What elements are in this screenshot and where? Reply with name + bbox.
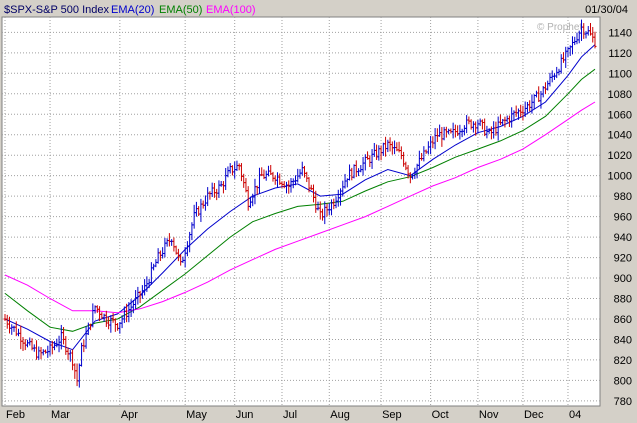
y-tick-label: 780 (614, 396, 632, 408)
plot-area (1, 16, 601, 407)
y-tick-label: 1060 (608, 109, 632, 121)
x-tick-label: Mar (51, 409, 70, 421)
y-tick-label: 800 (614, 375, 632, 387)
legend-ema20: EMA(20) (111, 4, 154, 16)
y-tick-label: 1020 (608, 150, 632, 162)
date-label: 01/30/04 (585, 4, 628, 16)
y-tick-label: 900 (614, 273, 632, 285)
y-tick-label: 960 (614, 212, 632, 224)
legend-ema50: EMA(50) (159, 4, 202, 16)
y-tick-label: 1100 (608, 68, 632, 80)
x-tick-label: Nov (479, 409, 499, 421)
y-tick-label: 820 (614, 355, 632, 367)
price-bar (593, 31, 597, 49)
symbol-label: $SPX-S&P 500 Index (4, 4, 109, 16)
x-tick-label: Oct (432, 409, 449, 421)
watermark: © Prophet (537, 22, 582, 33)
y-tick-label: 1140 (608, 27, 632, 39)
x-tick-label: Aug (330, 409, 350, 421)
y-axis: 780 800 820 840 860 880 900 920 940 960 980 1000 102… (608, 27, 632, 408)
y-tick-label: 940 (614, 232, 632, 244)
x-tick-label: Dec (524, 409, 544, 421)
y-tick-label: 840 (614, 334, 632, 346)
y-tick-label: 1120 (608, 48, 632, 60)
x-tick-label: May (186, 409, 207, 421)
price-bars (3, 19, 597, 388)
legend-ema100: EMA(100) (206, 4, 256, 16)
y-tick-label: 980 (614, 191, 632, 203)
chart-header: $SPX-S&P 500 Index EMA(20) EMA(50) EMA(1… (4, 4, 628, 16)
x-tick-label: Jul (283, 409, 297, 421)
x-tick-label: Feb (6, 409, 25, 421)
y-tick-label: 880 (614, 294, 632, 306)
y-tick-label: 1040 (608, 130, 632, 142)
x-axis: Feb Mar Apr May Jun Jul Aug Sep Oct Nov Dec 04 (6, 409, 581, 421)
grid (2, 17, 600, 406)
x-tick-label: 04 (569, 409, 581, 421)
y-tick-label: 920 (614, 253, 632, 265)
x-tick-label: Jun (236, 409, 254, 421)
y-tick-label: 1080 (608, 89, 632, 101)
x-tick-label: Apr (121, 409, 138, 421)
y-tick-label: 1000 (608, 171, 632, 183)
x-tick-label: Sep (382, 409, 402, 421)
y-tick-label: 860 (614, 314, 632, 326)
